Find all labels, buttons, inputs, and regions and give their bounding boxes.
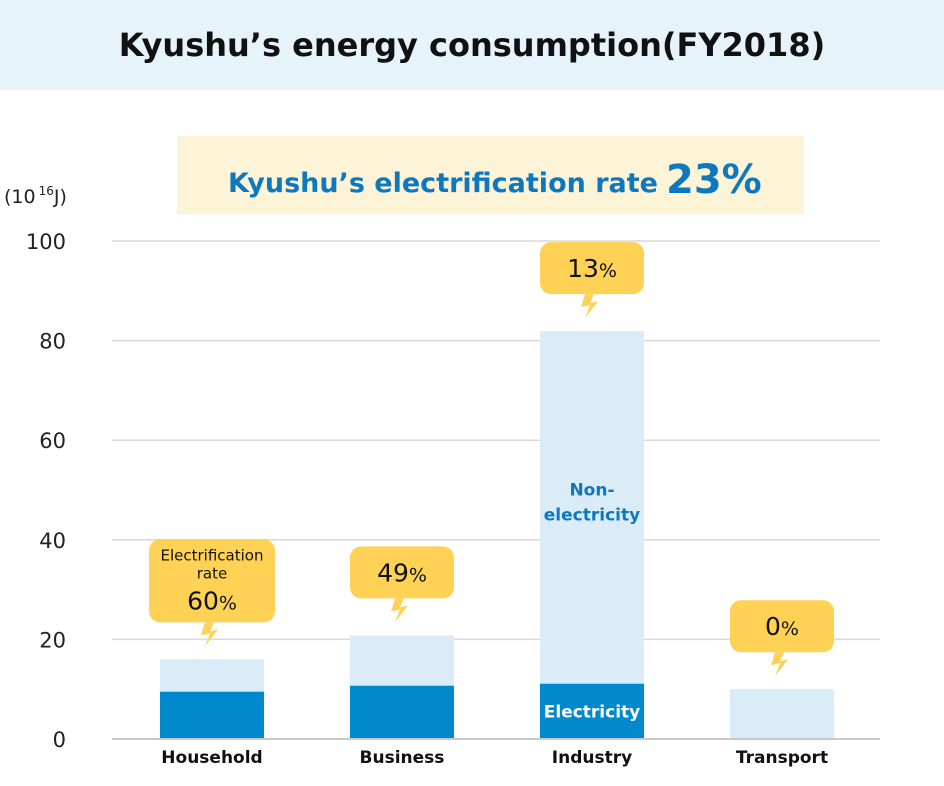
- rate-callout: [350, 546, 454, 599]
- bar-electricity-industry: [540, 683, 644, 739]
- y-tick-label: 20: [39, 628, 66, 652]
- bar-non-electricity-transport: [730, 689, 834, 739]
- lightning-bolt-icon: [581, 294, 598, 319]
- lightning-bolt-icon: [201, 622, 218, 647]
- y-tick-label: 100: [26, 230, 66, 254]
- bar-electricity-household: [160, 691, 264, 739]
- banner-value: 23%: [666, 157, 762, 203]
- y-tick-label: 40: [39, 529, 66, 553]
- bar-non-electricity-household: [160, 659, 264, 692]
- rate-value: 13%: [567, 254, 617, 283]
- series-label-electricity: Electricity: [544, 702, 641, 722]
- y-axis-unit: (10 16J): [4, 184, 67, 208]
- page-title: Kyushu’s energy consumption(FY2018): [118, 26, 826, 64]
- banner-text: Kyushu’s electrification rate: [228, 168, 658, 199]
- header-band: [0, 0, 944, 90]
- rate-value: 60%: [187, 586, 237, 615]
- y-tick-label: 0: [53, 728, 66, 752]
- x-tick-label: Industry: [552, 748, 632, 768]
- series-label-non-electricity: Non-: [569, 480, 614, 500]
- bar-electricity-business: [350, 685, 454, 739]
- rate-value: 0%: [765, 612, 799, 641]
- lightning-bolt-icon: [391, 598, 408, 623]
- y-tick-label: 60: [39, 429, 66, 453]
- lightning-bolt-icon: [771, 652, 788, 677]
- rate-callout: [730, 600, 834, 653]
- rate-value: 49%: [377, 558, 427, 587]
- x-tick-label: Household: [161, 748, 262, 768]
- bar-non-electricity-industry: [540, 331, 644, 684]
- rate-callout: [540, 242, 644, 295]
- rate-callout: [149, 539, 275, 623]
- banner-background: [177, 136, 804, 214]
- bar-non-electricity-business: [350, 635, 454, 686]
- y-tick-label: 80: [39, 330, 66, 354]
- x-tick-label: Transport: [736, 748, 828, 768]
- rate-label: Electrification: [161, 546, 264, 564]
- x-tick-label: Business: [360, 748, 445, 768]
- rate-label: rate: [197, 564, 227, 582]
- series-label-non-electricity: electricity: [544, 505, 640, 525]
